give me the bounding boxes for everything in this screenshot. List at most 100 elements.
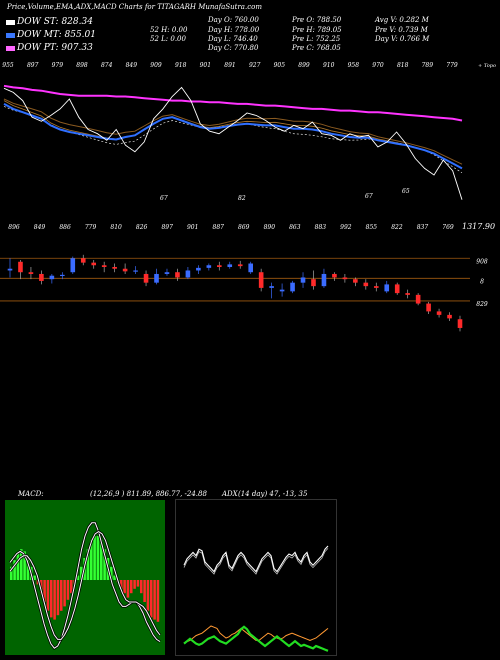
bottom-label: 863 bbox=[289, 224, 301, 231]
stat-52-high: 52 H: 0.00 bbox=[150, 26, 188, 34]
macd-histogram-bar bbox=[16, 553, 20, 580]
candle-body bbox=[394, 284, 400, 294]
candle-body bbox=[290, 282, 295, 292]
ema-mid-line bbox=[3, 100, 463, 169]
macd-histogram-bar bbox=[93, 536, 96, 580]
top-label: 909 bbox=[150, 62, 162, 69]
macd-histogram-bar bbox=[100, 540, 103, 580]
top-label: 849 bbox=[126, 62, 138, 69]
candle-body bbox=[415, 294, 421, 304]
macd-histogram-bar bbox=[70, 580, 73, 594]
stats-panel: Day O: 760.00 Pre O: 788.50 Avg V: 0.282… bbox=[0, 16, 500, 66]
candle-body bbox=[39, 273, 44, 281]
macd-histogram-bar bbox=[86, 549, 90, 580]
bottom-label: 897 bbox=[161, 224, 173, 231]
adx-title: ADX bbox=[222, 490, 238, 498]
top-label: 899 bbox=[298, 62, 310, 69]
bottom-label: 896 bbox=[8, 224, 20, 231]
macd-histogram-bar bbox=[90, 540, 93, 580]
candle-body bbox=[405, 293, 410, 295]
bottom-label: 901 bbox=[187, 224, 198, 231]
annotation-label: 67 bbox=[365, 193, 373, 200]
macd-title: MACD: bbox=[18, 490, 44, 498]
candle-body bbox=[60, 274, 65, 277]
bottom-label: 890 bbox=[264, 224, 276, 231]
annotation-label: 82 bbox=[238, 195, 246, 202]
top-label: 898 bbox=[76, 62, 88, 69]
top-right-label: + Topo bbox=[478, 63, 496, 69]
level-label: 8 bbox=[480, 278, 484, 285]
candle-body bbox=[373, 286, 379, 288]
candle-body bbox=[164, 272, 170, 274]
series-line-dow-mt bbox=[3, 103, 463, 170]
bottom-label: 849 bbox=[34, 224, 46, 231]
bottom-label: 855 bbox=[366, 224, 378, 231]
price-ema-chart: 955 897 979 898 874 849 909 918 901 891 927 905 899 9… bbox=[2, 62, 496, 231]
macd-histogram-bar bbox=[110, 566, 113, 580]
candle-body bbox=[227, 264, 233, 267]
candle-body bbox=[185, 270, 191, 278]
candle-body bbox=[436, 311, 442, 315]
macd-histogram-bar bbox=[156, 580, 160, 622]
macd-histogram-bar bbox=[140, 580, 143, 594]
macd-histogram-bar bbox=[56, 580, 60, 616]
legend-label: DOW ST: 828.34 bbox=[17, 17, 93, 27]
value-label: 1317.90 bbox=[462, 222, 495, 231]
top-label: 779 bbox=[446, 62, 458, 69]
top-label: 789 bbox=[422, 62, 434, 69]
macd-line-signal bbox=[9, 531, 161, 640]
ema-long-line bbox=[3, 98, 463, 165]
top-label: 927 bbox=[249, 62, 261, 69]
candle-body bbox=[237, 264, 243, 267]
top-label: 958 bbox=[348, 62, 360, 69]
candle-body bbox=[279, 289, 285, 292]
top-label: 897 bbox=[27, 62, 39, 69]
legend-swatch bbox=[6, 33, 15, 38]
legend-item-dow-mt: DOW MT: 855.01 bbox=[6, 30, 106, 43]
top-label: 955 bbox=[2, 62, 14, 69]
candle-body bbox=[217, 265, 222, 267]
candle-body bbox=[154, 273, 159, 283]
top-label: 874 bbox=[101, 62, 113, 69]
bottom-label: 779 bbox=[85, 224, 97, 231]
top-label: 918 bbox=[175, 62, 187, 69]
macd-histogram-bar bbox=[146, 580, 150, 611]
bottom-label: 837 bbox=[417, 224, 429, 231]
legend-item-dow-pt: DOW PT: 907.33 bbox=[6, 43, 106, 56]
candle-body bbox=[311, 279, 316, 287]
candle-body bbox=[206, 265, 212, 268]
macd-histogram-bar bbox=[103, 549, 106, 580]
stat-pre-close: Pre C: 768.05 bbox=[292, 44, 341, 52]
stat-day-high: Day H: 778.00 bbox=[208, 26, 260, 34]
macd-histogram-bar bbox=[113, 575, 116, 580]
candle-body bbox=[70, 258, 76, 273]
macd-histogram-bar bbox=[136, 580, 140, 587]
macd-histogram-bar bbox=[33, 575, 36, 580]
candle-body bbox=[363, 282, 369, 287]
macd-histogram-bar bbox=[46, 580, 50, 611]
annotation-label: 65 bbox=[402, 188, 410, 195]
macd-histogram-bar bbox=[53, 580, 56, 620]
macd-histogram-bar bbox=[76, 575, 80, 580]
candle-body bbox=[80, 258, 86, 263]
macd-histogram-bar bbox=[153, 580, 156, 620]
adx-params: (14 day) 47, -13, 35 bbox=[238, 490, 308, 498]
macd-histogram-bar bbox=[150, 580, 153, 618]
macd-histogram-bar bbox=[50, 580, 53, 618]
level-label: 829 bbox=[476, 301, 488, 308]
stat-day-low: Day L: 746.40 bbox=[208, 35, 258, 43]
stat-pre-high: Pre H: 789.05 bbox=[292, 26, 342, 34]
stat-pre-low: Pre L: 752.25 bbox=[292, 35, 341, 43]
top-label: 970 bbox=[372, 62, 384, 69]
candle-body bbox=[18, 261, 23, 273]
candle-body bbox=[426, 303, 431, 312]
bottom-label: 992 bbox=[340, 224, 352, 231]
macd-histogram-bar bbox=[43, 580, 46, 602]
top-label: 891 bbox=[224, 62, 235, 69]
candle-body bbox=[258, 272, 264, 288]
candle-body bbox=[384, 284, 390, 292]
bottom-label: 769 bbox=[442, 224, 454, 231]
legend-swatch bbox=[6, 20, 15, 25]
stat-day-open: Day O: 760.00 bbox=[208, 16, 259, 24]
candle-body bbox=[133, 270, 138, 272]
